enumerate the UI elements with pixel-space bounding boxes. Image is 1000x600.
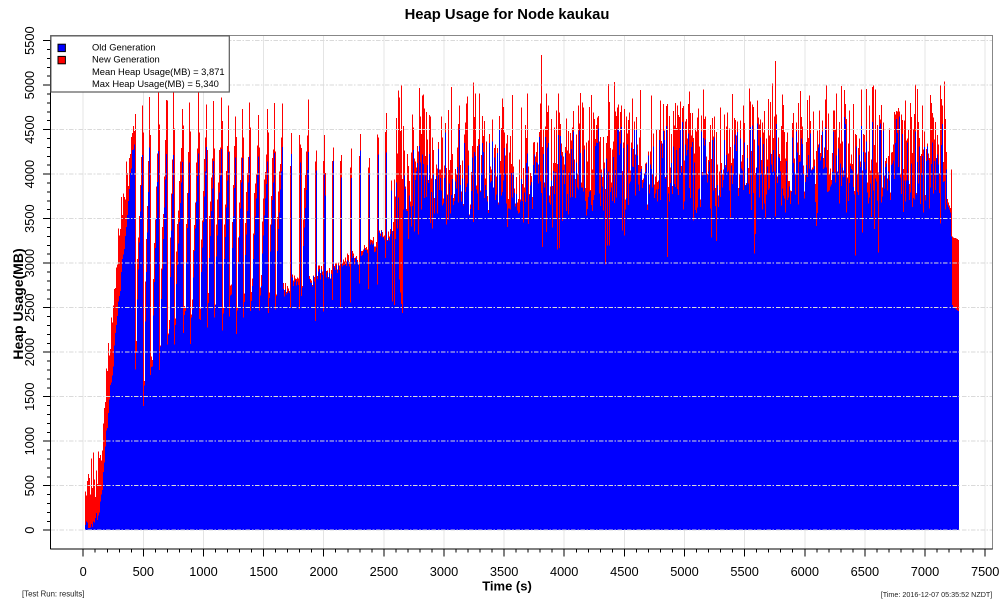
svg-text:4000: 4000 [550,564,578,579]
svg-text:7500: 7500 [971,564,999,579]
svg-text:Time (s): Time (s) [482,579,532,594]
svg-text:4500: 4500 [610,564,638,579]
svg-text:6000: 6000 [791,564,819,579]
svg-text:[Time: 2016-12-07 05:35:52 NZD: [Time: 2016-12-07 05:35:52 NZDT] [881,590,993,599]
svg-text:3500: 3500 [490,564,518,579]
svg-text:5500: 5500 [730,564,758,579]
svg-text:New Generation: New Generation [92,54,160,65]
svg-text:3000: 3000 [430,564,458,579]
svg-text:Heap Usage(MB): Heap Usage(MB) [10,248,26,359]
svg-text:3500: 3500 [22,204,37,232]
svg-text:Old Generation: Old Generation [92,41,156,52]
svg-text:Mean Heap Usage(MB) = 3,871: Mean Heap Usage(MB) = 3,871 [92,66,225,77]
svg-text:2000: 2000 [22,338,37,366]
svg-text:1500: 1500 [249,564,277,579]
svg-text:3000: 3000 [22,249,37,277]
svg-text:7000: 7000 [911,564,939,579]
svg-text:0: 0 [80,564,87,579]
svg-text:1000: 1000 [22,427,37,455]
svg-text:0: 0 [22,527,37,534]
svg-text:4500: 4500 [22,115,37,143]
svg-text:2500: 2500 [370,564,398,579]
svg-text:1000: 1000 [189,564,217,579]
svg-text:4000: 4000 [22,160,37,188]
svg-text:500: 500 [22,475,37,496]
svg-text:2000: 2000 [309,564,337,579]
svg-text:5500: 5500 [22,26,37,54]
svg-text:Heap Usage for Node kaukau: Heap Usage for Node kaukau [405,7,610,23]
svg-text:1500: 1500 [22,382,37,410]
svg-text:[Test Run: results]: [Test Run: results] [22,590,84,599]
svg-text:5000: 5000 [22,71,37,99]
svg-text:2500: 2500 [22,293,37,321]
svg-text:500: 500 [133,564,154,579]
svg-text:Max Heap Usage(MB) = 5,340: Max Heap Usage(MB) = 5,340 [92,78,219,89]
svg-text:6500: 6500 [851,564,879,579]
svg-text:5000: 5000 [670,564,698,579]
